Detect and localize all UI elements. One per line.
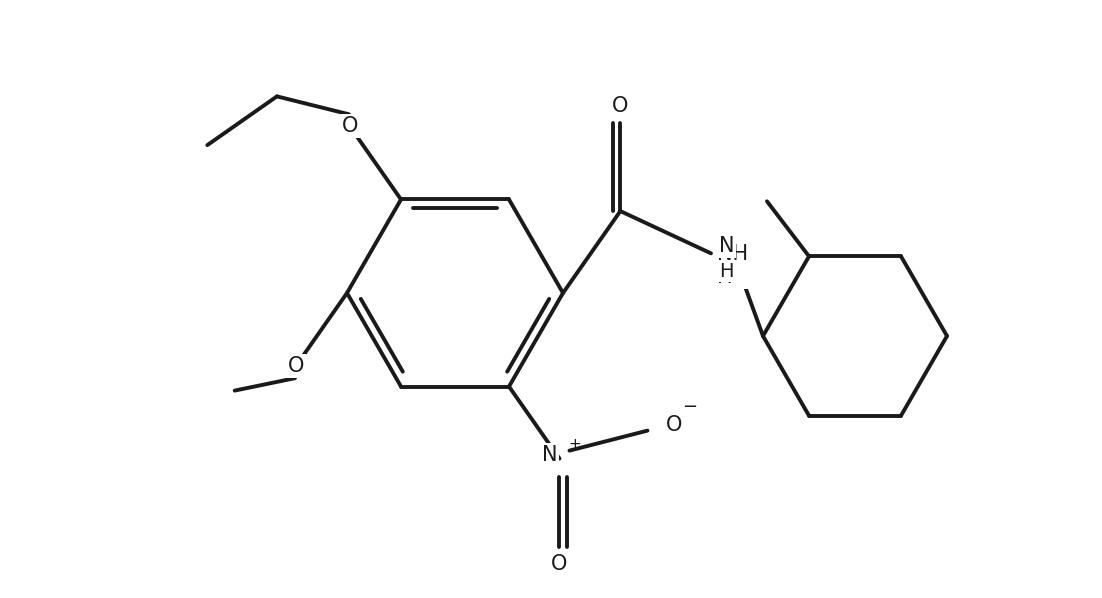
Text: O: O	[288, 356, 304, 376]
Text: N: N	[542, 445, 558, 465]
Text: N: N	[719, 236, 735, 257]
Text: NH
H: NH H	[717, 244, 748, 287]
Text: +: +	[569, 437, 581, 452]
Text: −: −	[682, 398, 698, 416]
Text: O: O	[666, 414, 682, 435]
Text: O: O	[613, 96, 628, 116]
Text: O: O	[342, 116, 358, 136]
Text: O: O	[551, 554, 568, 573]
Text: H: H	[719, 262, 734, 281]
